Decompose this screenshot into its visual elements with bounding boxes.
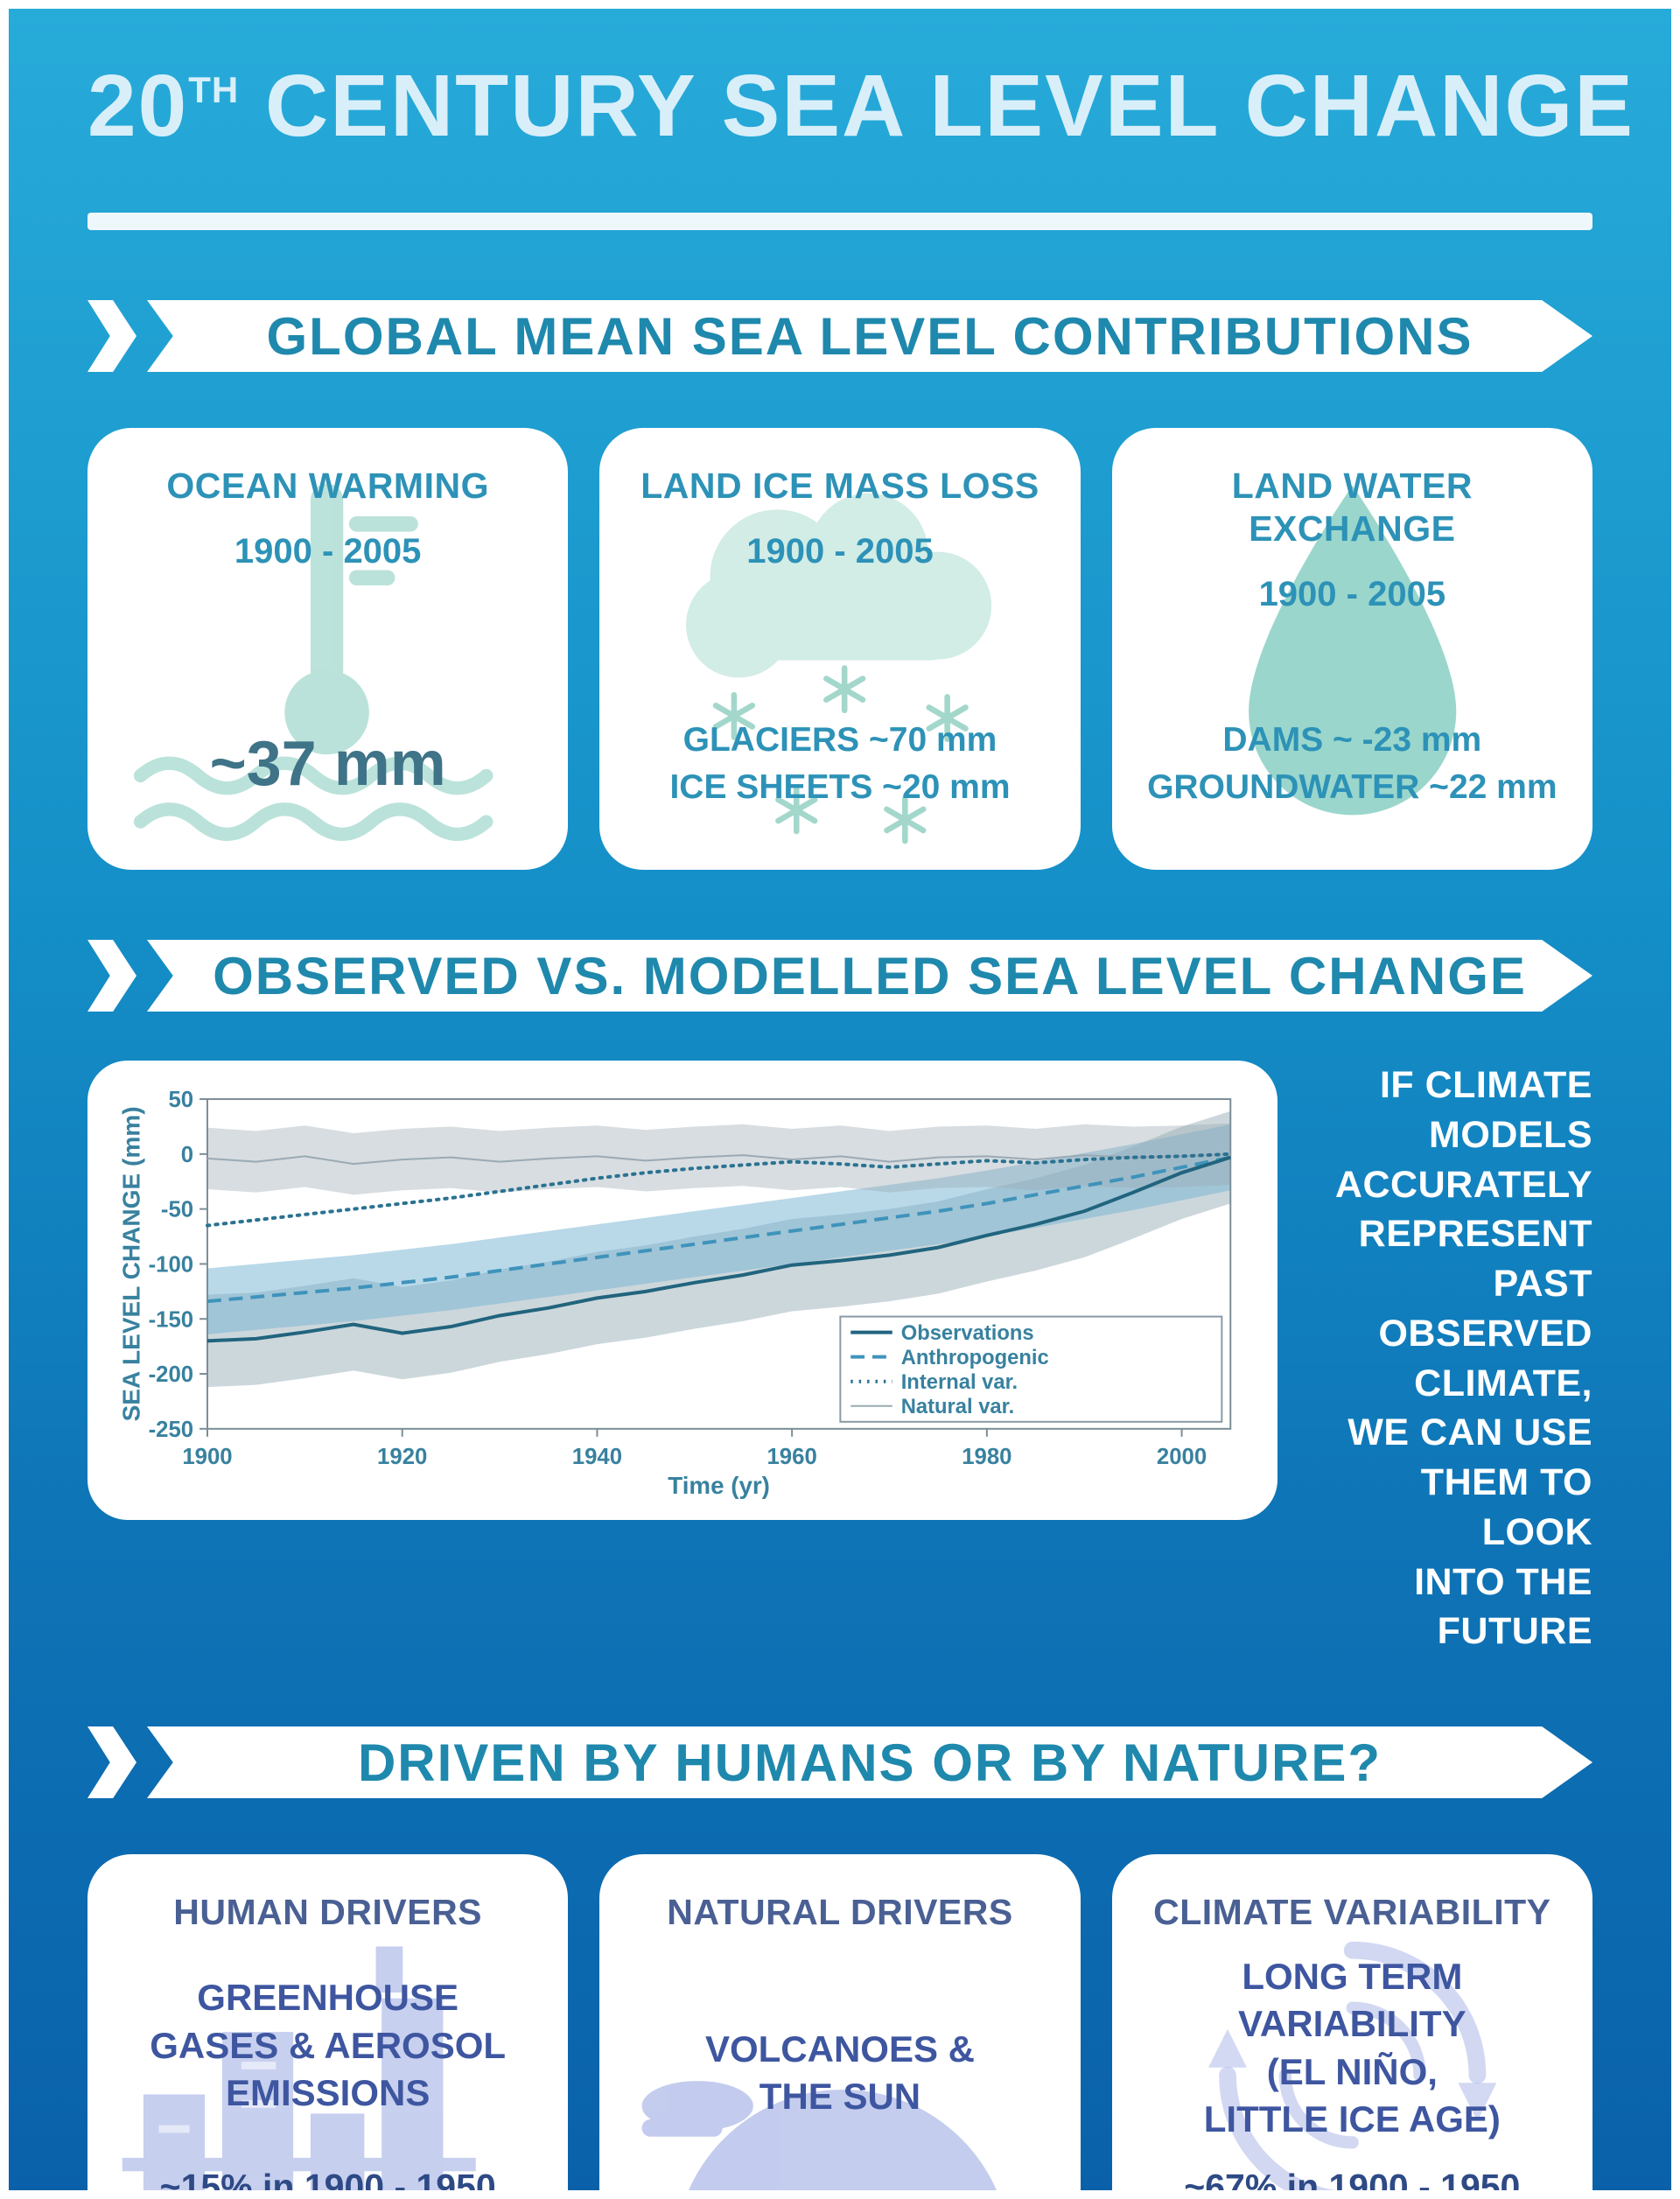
card-stat-1900-1950: ~67% in 1900 - 1950 bbox=[1184, 2167, 1521, 2199]
card-period: 1900 - 2005 bbox=[746, 532, 934, 571]
water-drop-icon bbox=[1248, 485, 1456, 816]
banner-chevron-icon bbox=[88, 1726, 136, 1798]
card-ocean-warming: OCEAN WARMING 1900 - 2005 ~37 mm bbox=[88, 428, 569, 870]
svg-text:Observations: Observations bbox=[901, 1321, 1034, 1345]
sea-level-change-chart: 50 0 -50 -100 -150 -200 -250 1900 1920 1940 1960 19… bbox=[118, 1088, 1233, 1499]
card-stat-ice-sheets: ICE SHEETS ~20 mm bbox=[669, 768, 1011, 807]
card-land-water-exchange: LAND WATER EXCHANGE 1900 - 2005 DAMS ~ -… bbox=[1111, 428, 1592, 870]
card-title: NATURAL DRIVERS bbox=[667, 1892, 1013, 1932]
card-period: 1900 - 2005 bbox=[1258, 575, 1446, 614]
card-title: OCEAN WARMING bbox=[166, 466, 489, 506]
section-title-contributions: GLOBAL MEAN SEA LEVEL CONTRIBUTIONS bbox=[147, 300, 1592, 372]
chart-row: 50 0 -50 -100 -150 -200 -250 1900 1920 1940 1960 19… bbox=[88, 1061, 1592, 1656]
svg-text:-50: -50 bbox=[161, 1198, 193, 1222]
sea-level-chart-card: 50 0 -50 -100 -150 -200 -250 1900 1920 1940 1960 19… bbox=[88, 1061, 1278, 1520]
card-subtitle: GREENHOUSE GASES & AEROSOL EMISSIONS bbox=[150, 1977, 507, 2114]
contribution-cards: OCEAN WARMING 1900 - 2005 ~37 mm bbox=[88, 428, 1592, 870]
section-banner-contributions: GLOBAL MEAN SEA LEVEL CONTRIBUTIONS bbox=[88, 300, 1592, 372]
svg-text:SEA LEVEL CHANGE (mm): SEA LEVEL CHANGE (mm) bbox=[118, 1106, 145, 1421]
section-banner-observed-vs-modelled: OBSERVED VS. MODELLED SEA LEVEL CHANGE bbox=[88, 940, 1592, 1012]
banner-chevron-icon bbox=[88, 940, 136, 1012]
driver-cards: HUMAN DRIVERS GREENHOUSE GASES & AEROSOL… bbox=[88, 1854, 1592, 2199]
card-climate-variability: CLIMATE VARIABILITY LONG TERM VARIABILIT… bbox=[1111, 1854, 1592, 2199]
card-human-drivers: HUMAN DRIVERS GREENHOUSE GASES & AEROSOL… bbox=[88, 1854, 569, 2199]
volcano-sun-icon bbox=[641, 2081, 998, 2190]
section-title-observed: OBSERVED VS. MODELLED SEA LEVEL CHANGE bbox=[147, 940, 1592, 1012]
svg-text:Natural var.: Natural var. bbox=[901, 1395, 1015, 1418]
section-banner-drivers: DRIVEN BY HUMANS OR BY NATURE? bbox=[88, 1726, 1592, 1798]
svg-text:-100: -100 bbox=[149, 1252, 194, 1277]
svg-text:-150: -150 bbox=[149, 1307, 194, 1332]
title-ordinal: TH bbox=[188, 69, 240, 110]
thermometer-icon bbox=[133, 483, 494, 841]
card-title: HUMAN DRIVERS bbox=[173, 1892, 483, 1932]
climate-models-note: IF CLIMATE MODELS ACCURATELY REPRESENT P… bbox=[1334, 1064, 1592, 1653]
card-stat-1900-1950: ~15% in 1900 - 1950 bbox=[159, 2167, 496, 2199]
factory-emissions-icon bbox=[122, 1946, 476, 2190]
svg-text:Internal var.: Internal var. bbox=[901, 1370, 1018, 1394]
svg-text:0: 0 bbox=[181, 1143, 193, 1167]
svg-text:1980: 1980 bbox=[962, 1445, 1012, 1469]
svg-text:Time (yr): Time (yr) bbox=[668, 1472, 770, 1499]
svg-text:Anthropogenic: Anthropogenic bbox=[901, 1346, 1049, 1369]
svg-text:-250: -250 bbox=[149, 1418, 194, 1442]
card-subtitle: VOLCANOES & THE SUN bbox=[704, 2027, 975, 2118]
cycle-arrows-icon bbox=[1208, 1941, 1496, 2190]
svg-text:1920: 1920 bbox=[377, 1445, 427, 1469]
card-title: LAND ICE MASS LOSS bbox=[640, 466, 1040, 506]
title-divider bbox=[88, 213, 1592, 230]
card-period: 1900 - 2005 bbox=[234, 532, 422, 571]
page-title: 20TH CENTURY SEA LEVEL CHANGE bbox=[88, 57, 1633, 155]
svg-text:2000: 2000 bbox=[1157, 1445, 1207, 1469]
svg-text:50: 50 bbox=[168, 1088, 193, 1112]
card-natural-drivers: NATURAL DRIVERS VOLCANOES & THE SUN ~2% … bbox=[599, 1854, 1081, 2190]
svg-text:1940: 1940 bbox=[572, 1445, 622, 1469]
card-stat-glaciers: GLACIERS ~70 mm bbox=[682, 720, 998, 759]
glacier-cloud-icon bbox=[686, 493, 992, 844]
card-land-ice-mass-loss: LAND ICE MASS LOSS 1900 - 2005 GLACIERS … bbox=[599, 428, 1081, 870]
card-title: CLIMATE VARIABILITY bbox=[1153, 1892, 1551, 1932]
banner-chevron-icon bbox=[88, 300, 136, 372]
svg-text:-200: -200 bbox=[149, 1362, 194, 1387]
section-title-drivers: DRIVEN BY HUMANS OR BY NATURE? bbox=[147, 1726, 1592, 1798]
svg-text:1960: 1960 bbox=[766, 1445, 816, 1469]
title-number: 20 bbox=[88, 57, 189, 155]
card-subtitle: LONG TERM VARIABILITY (EL NIÑO, LITTLE I… bbox=[1203, 1955, 1501, 2140]
card-title: LAND WATER EXCHANGE bbox=[1231, 466, 1473, 550]
card-value: ~37 mm bbox=[209, 729, 446, 799]
svg-text:1900: 1900 bbox=[182, 1445, 232, 1469]
card-stat-groundwater: GROUNDWATER ~22 mm bbox=[1147, 768, 1558, 807]
title-text: CENTURY SEA LEVEL CHANGE bbox=[265, 57, 1634, 155]
card-stat-dams: DAMS ~ -23 mm bbox=[1222, 720, 1482, 759]
